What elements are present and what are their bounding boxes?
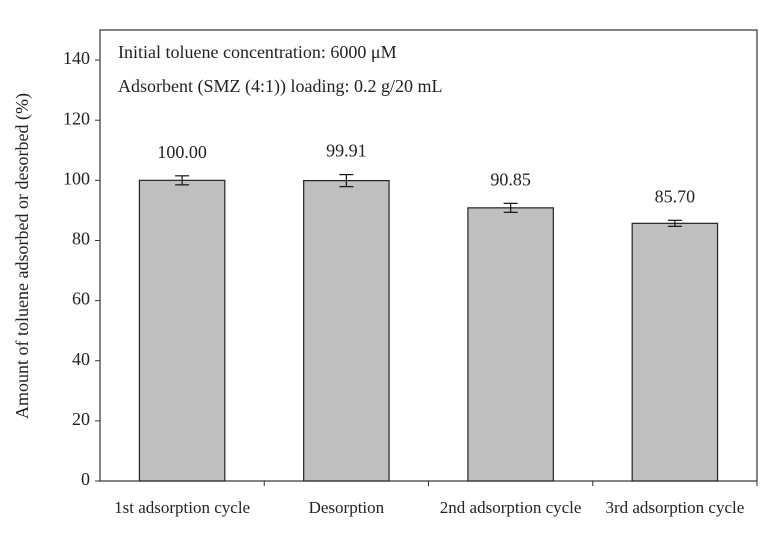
value-label: 99.91 bbox=[326, 141, 367, 161]
annotation: Adsorbent (SMZ (4:1)) loading: 0.2 g/20 … bbox=[118, 76, 442, 97]
value-label: 90.85 bbox=[490, 169, 531, 189]
y-tick-label: 100 bbox=[63, 168, 90, 188]
y-tick-label: 20 bbox=[72, 409, 90, 429]
x-tick-label: 3rd adsorption cycle bbox=[605, 498, 744, 517]
y-tick-label: 140 bbox=[63, 48, 90, 68]
x-tick-label: 1st adsorption cycle bbox=[114, 498, 250, 517]
annotation: Initial toluene concentration: 6000 μM bbox=[118, 42, 397, 62]
y-tick-label: 120 bbox=[63, 108, 90, 128]
bar bbox=[303, 180, 390, 482]
y-tick-label: 80 bbox=[72, 229, 90, 249]
y-tick-label: 60 bbox=[72, 289, 90, 309]
value-label: 85.70 bbox=[655, 186, 696, 206]
y-axis-label: Amount of toluene adsorbed or desorbed (… bbox=[12, 93, 33, 419]
x-tick-label: Desorption bbox=[309, 498, 385, 517]
y-tick-label: 40 bbox=[72, 349, 90, 369]
value-label: 100.00 bbox=[157, 142, 207, 162]
bar bbox=[138, 179, 226, 482]
bar bbox=[631, 222, 719, 482]
x-tick-label: 2nd adsorption cycle bbox=[440, 498, 582, 517]
bar bbox=[467, 207, 554, 482]
y-tick-label: 0 bbox=[81, 469, 90, 489]
